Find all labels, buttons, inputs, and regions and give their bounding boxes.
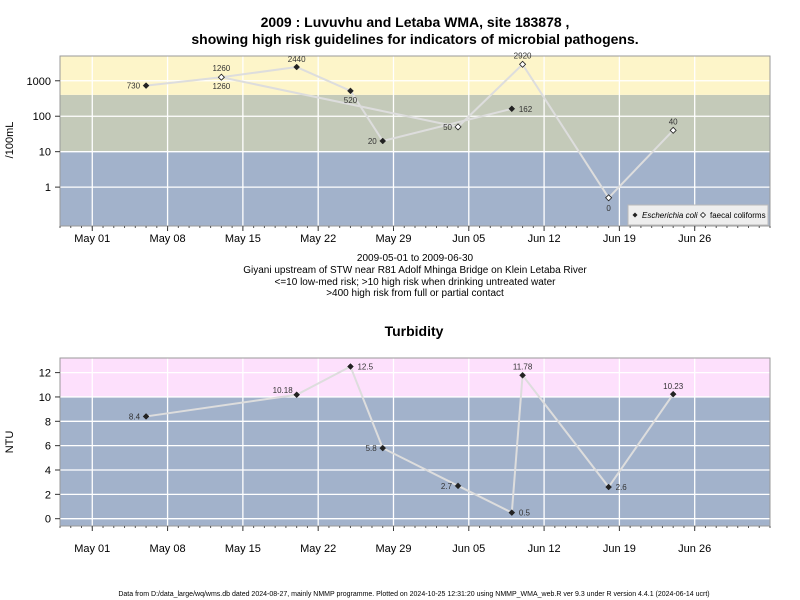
y-tick-label: 100	[33, 111, 51, 123]
x-tick-label: Jun 05	[452, 543, 485, 555]
y-tick-label: 2	[45, 489, 51, 501]
series-line-1	[145, 66, 513, 143]
y-tick-label: 10	[39, 392, 51, 404]
x-tick-label: Jun 19	[603, 543, 636, 555]
data-point	[669, 390, 677, 398]
legend-fc-label: faecal coliforms	[710, 211, 766, 220]
data-point	[519, 371, 526, 379]
chart2-y-axis-label: NTU	[4, 431, 16, 454]
data-label: 12.5	[357, 363, 373, 372]
y-tick-label: 10	[39, 147, 51, 159]
x-tick-label: May 29	[375, 233, 411, 245]
data-label: 2920	[514, 51, 532, 60]
data-label: 50	[443, 123, 452, 132]
chart1-y-axis-label: /100mL	[4, 122, 16, 159]
y-tick-label: 1	[45, 182, 51, 194]
data-label: 730	[127, 82, 141, 91]
data-label: 520	[344, 96, 358, 105]
data-point	[142, 413, 150, 420]
data-label: 2.7	[441, 482, 453, 491]
data-label: 5.8	[366, 444, 378, 453]
data-point	[605, 483, 612, 491]
legend-ecoli-marker	[632, 212, 638, 218]
data-label: 2.6	[616, 483, 628, 492]
x-tick-label: May 15	[225, 233, 261, 245]
data-label: 1260	[212, 82, 230, 91]
data-point	[454, 482, 462, 490]
data-label: 10.23	[663, 382, 684, 391]
chart1-title-line2: showing high risk guidelines for indicat…	[191, 31, 638, 47]
chart2-axes: May 01 May 08 May 15 May 22 May 29 Jun 05 Jun …	[39, 368, 771, 555]
data-point	[217, 73, 225, 81]
chart1-risk-bands	[60, 56, 770, 226]
x-tick-label: Jun 12	[528, 233, 561, 245]
x-tick-label: May 29	[375, 543, 411, 555]
data-label: 11.78	[513, 362, 533, 371]
chart1-axes: May 01 May 08 May 15 May 22 May 29 Jun 05 Jun …	[27, 76, 771, 245]
data-point	[519, 60, 527, 68]
data-label: 0.5	[519, 509, 531, 518]
data-label: 10.18	[273, 386, 294, 395]
data-label: 162	[519, 105, 533, 114]
x-tick-label: Jun 12	[528, 543, 561, 555]
data-label: 1260	[212, 64, 230, 73]
x-tick-label: Jun 26	[678, 233, 711, 245]
x-tick-label: May 08	[150, 543, 186, 555]
data-point	[605, 194, 613, 202]
chart1-gridlines	[60, 56, 770, 226]
footer-note: Data from D:/data_large/wq/wms.db dated …	[118, 591, 709, 598]
data-point	[454, 123, 462, 131]
data-point	[293, 391, 301, 399]
data-point	[142, 82, 150, 89]
risk-band-3	[60, 56, 770, 95]
x-tick-label: May 01	[74, 233, 110, 245]
y-tick-label: 6	[45, 441, 51, 453]
legend-box	[627, 204, 769, 226]
data-point	[347, 87, 354, 95]
chart2-risk-bands	[60, 358, 770, 526]
x-tick-label: Jun 05	[452, 233, 485, 245]
chart1-legend: Escherichia coli faecal coliforms	[627, 204, 769, 226]
data-point	[669, 126, 677, 134]
y-tick-label: 12	[39, 368, 51, 380]
chart1-caption-site: Giyani upstream of STW near R81 Adolf Mh…	[243, 265, 587, 276]
x-tick-label: May 01	[74, 543, 110, 555]
chart2-series-points: 8.4 10.18 12.5 5.8 2.7 0.5 11.78 2.6 10.23	[129, 362, 684, 517]
risk-band-1	[60, 396, 770, 526]
data-label: 8.4	[129, 412, 141, 421]
chart1-caption-date-range: 2009-05-01 to 2009-06-30	[357, 253, 474, 264]
risk-band-2	[60, 358, 770, 397]
data-point	[379, 137, 387, 145]
x-tick-label: Jun 19	[603, 233, 636, 245]
chart1-caption-risk-high: >400 high risk from full or partial cont…	[326, 288, 504, 299]
x-tick-label: May 22	[300, 543, 336, 555]
x-tick-label: May 15	[225, 543, 261, 555]
x-tick-label: May 22	[300, 233, 336, 245]
legend-fc-marker	[699, 211, 707, 219]
risk-band-2	[60, 94, 770, 152]
y-tick-label: 0	[45, 514, 51, 526]
data-label: 20	[368, 137, 377, 146]
y-tick-label: 8	[45, 416, 51, 428]
x-tick-label: Jun 26	[678, 543, 711, 555]
legend-ecoli-label: Escherichia coli	[642, 211, 698, 220]
data-point	[347, 363, 354, 370]
chart1-caption-risk-low: <=10 low-med risk; >10 high risk when dr…	[275, 277, 557, 288]
data-label: 2440	[288, 55, 306, 64]
y-tick-label: 4	[45, 465, 51, 477]
data-label: 0	[606, 204, 611, 213]
data-point	[293, 63, 301, 71]
y-tick-label: 1000	[27, 76, 51, 88]
chart2-title: Turbidity	[385, 323, 444, 339]
chart2-gridlines	[60, 358, 770, 526]
data-point	[379, 444, 387, 452]
data-label: 40	[669, 117, 678, 126]
chart1-series-points: 730 1260 2440 520 20 162 1260 50 2920 0 40	[127, 51, 678, 213]
x-tick-label: May 08	[150, 233, 186, 245]
data-point	[508, 509, 516, 516]
data-point	[508, 105, 516, 113]
chart1-title-line1: 2009 : Luvuvhu and Letaba WMA, site 1838…	[261, 14, 570, 30]
